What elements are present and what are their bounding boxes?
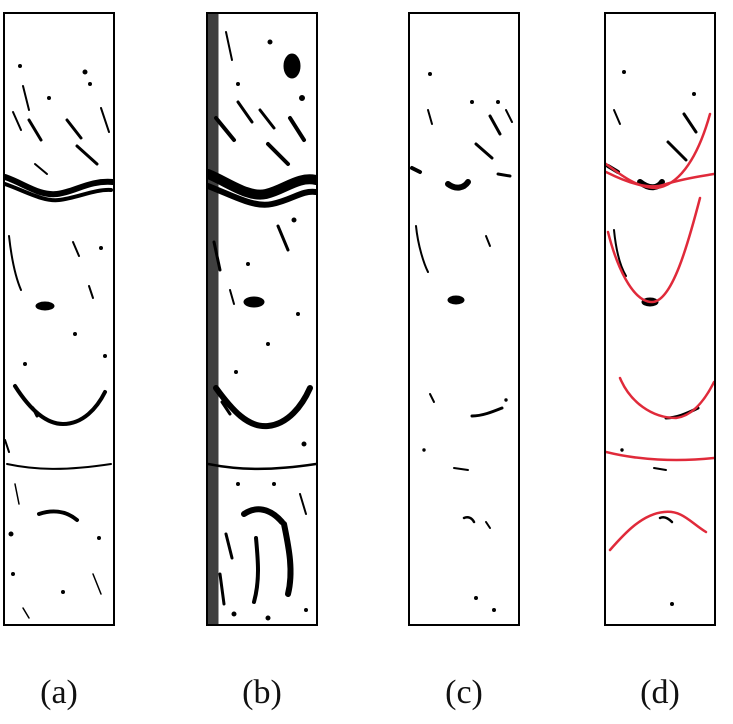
panel-d — [604, 12, 716, 626]
outline-crack-4 — [618, 376, 714, 420]
crack-marks — [5, 64, 113, 619]
outline-crack-2 — [606, 170, 714, 188]
panel-a-image — [5, 64, 113, 619]
outline-crack-6 — [608, 510, 708, 552]
label-b: (b) — [242, 674, 282, 711]
panel-b — [206, 12, 318, 626]
panel-a — [3, 12, 115, 626]
panel-c — [408, 12, 520, 626]
panel-d-image — [606, 70, 714, 606]
panel-c-image — [410, 72, 513, 612]
crack-marks — [606, 70, 700, 606]
panel-b-image — [208, 14, 316, 624]
label-d: (d) — [640, 674, 680, 711]
label-c: (c) — [445, 674, 483, 711]
label-a: (a) — [40, 674, 78, 711]
crack-outline-overlay — [606, 112, 714, 552]
outline-crack-1 — [606, 112, 712, 190]
crack-marks — [410, 72, 513, 612]
outline-crack-5 — [606, 450, 714, 462]
outline-crack-3 — [606, 196, 702, 304]
crack-marks — [208, 14, 316, 624]
